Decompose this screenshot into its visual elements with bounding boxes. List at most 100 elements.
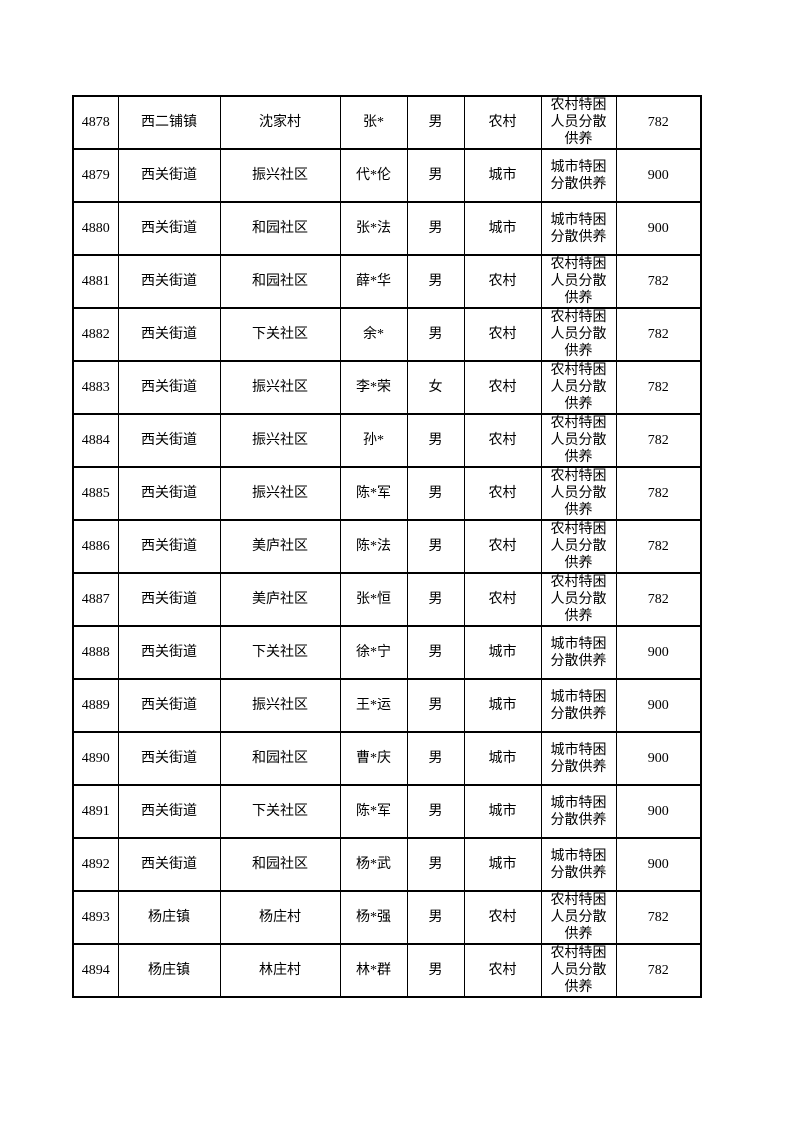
cell-urban-rural: 农村 bbox=[463, 466, 542, 521]
cell-amount: 900 bbox=[615, 201, 702, 256]
cell-town-street: 西关街道 bbox=[117, 201, 221, 256]
cell-assistance-category: 城市特困分散供养 bbox=[540, 784, 617, 839]
table-body: 4878 西二铺镇 沈家村 张* 男 农村 农村特困人员分散供养 782 487… bbox=[72, 95, 702, 998]
table-row: 4892 西关街道 和园社区 杨*武 男 城市 城市特困分散供养 900 bbox=[72, 837, 702, 892]
cell-person-name: 杨*武 bbox=[339, 837, 408, 892]
cell-gender: 男 bbox=[406, 731, 465, 786]
table-row: 4891 西关街道 下关社区 陈*军 男 城市 城市特困分散供养 900 bbox=[72, 784, 702, 839]
cell-person-name: 张* bbox=[339, 95, 408, 150]
cell-gender: 男 bbox=[406, 413, 465, 468]
cell-person-name: 陈*法 bbox=[339, 519, 408, 574]
cell-urban-rural: 农村 bbox=[463, 943, 542, 998]
table-row: 4883 西关街道 振兴社区 李*荣 女 农村 农村特困人员分散供养 782 bbox=[72, 360, 702, 415]
cell-person-name: 张*法 bbox=[339, 201, 408, 256]
cell-town-street: 西关街道 bbox=[117, 784, 221, 839]
cell-village-community: 振兴社区 bbox=[219, 678, 341, 733]
cell-person-name: 徐*宁 bbox=[339, 625, 408, 680]
cell-person-name: 王*运 bbox=[339, 678, 408, 733]
table-row: 4878 西二铺镇 沈家村 张* 男 农村 农村特困人员分散供养 782 bbox=[72, 95, 702, 150]
cell-sequence-number: 4887 bbox=[72, 572, 119, 627]
cell-sequence-number: 4883 bbox=[72, 360, 119, 415]
cell-village-community: 和园社区 bbox=[219, 731, 341, 786]
cell-sequence-number: 4889 bbox=[72, 678, 119, 733]
cell-gender: 男 bbox=[406, 307, 465, 362]
cell-urban-rural: 城市 bbox=[463, 678, 542, 733]
cell-town-street: 西关街道 bbox=[117, 731, 221, 786]
cell-urban-rural: 城市 bbox=[463, 148, 542, 203]
cell-assistance-category: 农村特困人员分散供养 bbox=[540, 466, 617, 521]
cell-gender: 男 bbox=[406, 254, 465, 309]
cell-amount: 782 bbox=[615, 943, 702, 998]
cell-village-community: 林庄村 bbox=[219, 943, 341, 998]
cell-village-community: 美庐社区 bbox=[219, 519, 341, 574]
cell-urban-rural: 城市 bbox=[463, 731, 542, 786]
cell-sequence-number: 4886 bbox=[72, 519, 119, 574]
cell-sequence-number: 4891 bbox=[72, 784, 119, 839]
cell-urban-rural: 农村 bbox=[463, 307, 542, 362]
cell-village-community: 和园社区 bbox=[219, 837, 341, 892]
cell-assistance-category: 城市特困分散供养 bbox=[540, 731, 617, 786]
cell-assistance-category: 城市特困分散供养 bbox=[540, 148, 617, 203]
table-row: 4888 西关街道 下关社区 徐*宁 男 城市 城市特困分散供养 900 bbox=[72, 625, 702, 680]
cell-assistance-category: 农村特困人员分散供养 bbox=[540, 95, 617, 150]
cell-village-community: 下关社区 bbox=[219, 784, 341, 839]
cell-amount: 900 bbox=[615, 678, 702, 733]
cell-village-community: 振兴社区 bbox=[219, 360, 341, 415]
table-row: 4889 西关街道 振兴社区 王*运 男 城市 城市特困分散供养 900 bbox=[72, 678, 702, 733]
cell-amount: 782 bbox=[615, 466, 702, 521]
cell-person-name: 曹*庆 bbox=[339, 731, 408, 786]
cell-urban-rural: 农村 bbox=[463, 890, 542, 945]
table-row: 4881 西关街道 和园社区 薛*华 男 农村 农村特困人员分散供养 782 bbox=[72, 254, 702, 309]
cell-person-name: 代*伦 bbox=[339, 148, 408, 203]
table-row: 4880 西关街道 和园社区 张*法 男 城市 城市特困分散供养 900 bbox=[72, 201, 702, 256]
cell-town-street: 杨庄镇 bbox=[117, 943, 221, 998]
cell-town-street: 杨庄镇 bbox=[117, 890, 221, 945]
table-row: 4885 西关街道 振兴社区 陈*军 男 农村 农村特困人员分散供养 782 bbox=[72, 466, 702, 521]
cell-amount: 782 bbox=[615, 890, 702, 945]
table-row: 4894 杨庄镇 林庄村 林*群 男 农村 农村特困人员分散供养 782 bbox=[72, 943, 702, 998]
cell-amount: 782 bbox=[615, 572, 702, 627]
cell-assistance-category: 城市特困分散供养 bbox=[540, 625, 617, 680]
cell-sequence-number: 4890 bbox=[72, 731, 119, 786]
table-row: 4882 西关街道 下关社区 余* 男 农村 农村特困人员分散供养 782 bbox=[72, 307, 702, 362]
cell-amount: 782 bbox=[615, 254, 702, 309]
cell-amount: 782 bbox=[615, 413, 702, 468]
cell-amount: 900 bbox=[615, 731, 702, 786]
table-row: 4884 西关街道 振兴社区 孙* 男 农村 农村特困人员分散供养 782 bbox=[72, 413, 702, 468]
cell-person-name: 陈*军 bbox=[339, 466, 408, 521]
cell-amount: 782 bbox=[615, 519, 702, 574]
cell-amount: 900 bbox=[615, 625, 702, 680]
cell-town-street: 西关街道 bbox=[117, 360, 221, 415]
cell-gender: 男 bbox=[406, 678, 465, 733]
cell-sequence-number: 4885 bbox=[72, 466, 119, 521]
cell-gender: 男 bbox=[406, 95, 465, 150]
cell-person-name: 孙* bbox=[339, 413, 408, 468]
cell-sequence-number: 4892 bbox=[72, 837, 119, 892]
cell-person-name: 陈*军 bbox=[339, 784, 408, 839]
cell-urban-rural: 农村 bbox=[463, 95, 542, 150]
cell-urban-rural: 城市 bbox=[463, 201, 542, 256]
cell-gender: 男 bbox=[406, 148, 465, 203]
cell-urban-rural: 农村 bbox=[463, 413, 542, 468]
cell-town-street: 西关街道 bbox=[117, 572, 221, 627]
cell-town-street: 西关街道 bbox=[117, 678, 221, 733]
cell-amount: 900 bbox=[615, 148, 702, 203]
cell-urban-rural: 农村 bbox=[463, 572, 542, 627]
cell-person-name: 张*恒 bbox=[339, 572, 408, 627]
cell-village-community: 和园社区 bbox=[219, 254, 341, 309]
cell-assistance-category: 农村特困人员分散供养 bbox=[540, 943, 617, 998]
table-row: 4886 西关街道 美庐社区 陈*法 男 农村 农村特困人员分散供养 782 bbox=[72, 519, 702, 574]
cell-village-community: 振兴社区 bbox=[219, 413, 341, 468]
cell-person-name: 余* bbox=[339, 307, 408, 362]
cell-village-community: 沈家村 bbox=[219, 95, 341, 150]
cell-assistance-category: 城市特困分散供养 bbox=[540, 837, 617, 892]
cell-gender: 女 bbox=[406, 360, 465, 415]
cell-gender: 男 bbox=[406, 784, 465, 839]
cell-amount: 900 bbox=[615, 784, 702, 839]
cell-urban-rural: 城市 bbox=[463, 837, 542, 892]
cell-urban-rural: 城市 bbox=[463, 625, 542, 680]
cell-village-community: 振兴社区 bbox=[219, 466, 341, 521]
cell-urban-rural: 城市 bbox=[463, 784, 542, 839]
cell-assistance-category: 农村特困人员分散供养 bbox=[540, 519, 617, 574]
table-row: 4879 西关街道 振兴社区 代*伦 男 城市 城市特困分散供养 900 bbox=[72, 148, 702, 203]
